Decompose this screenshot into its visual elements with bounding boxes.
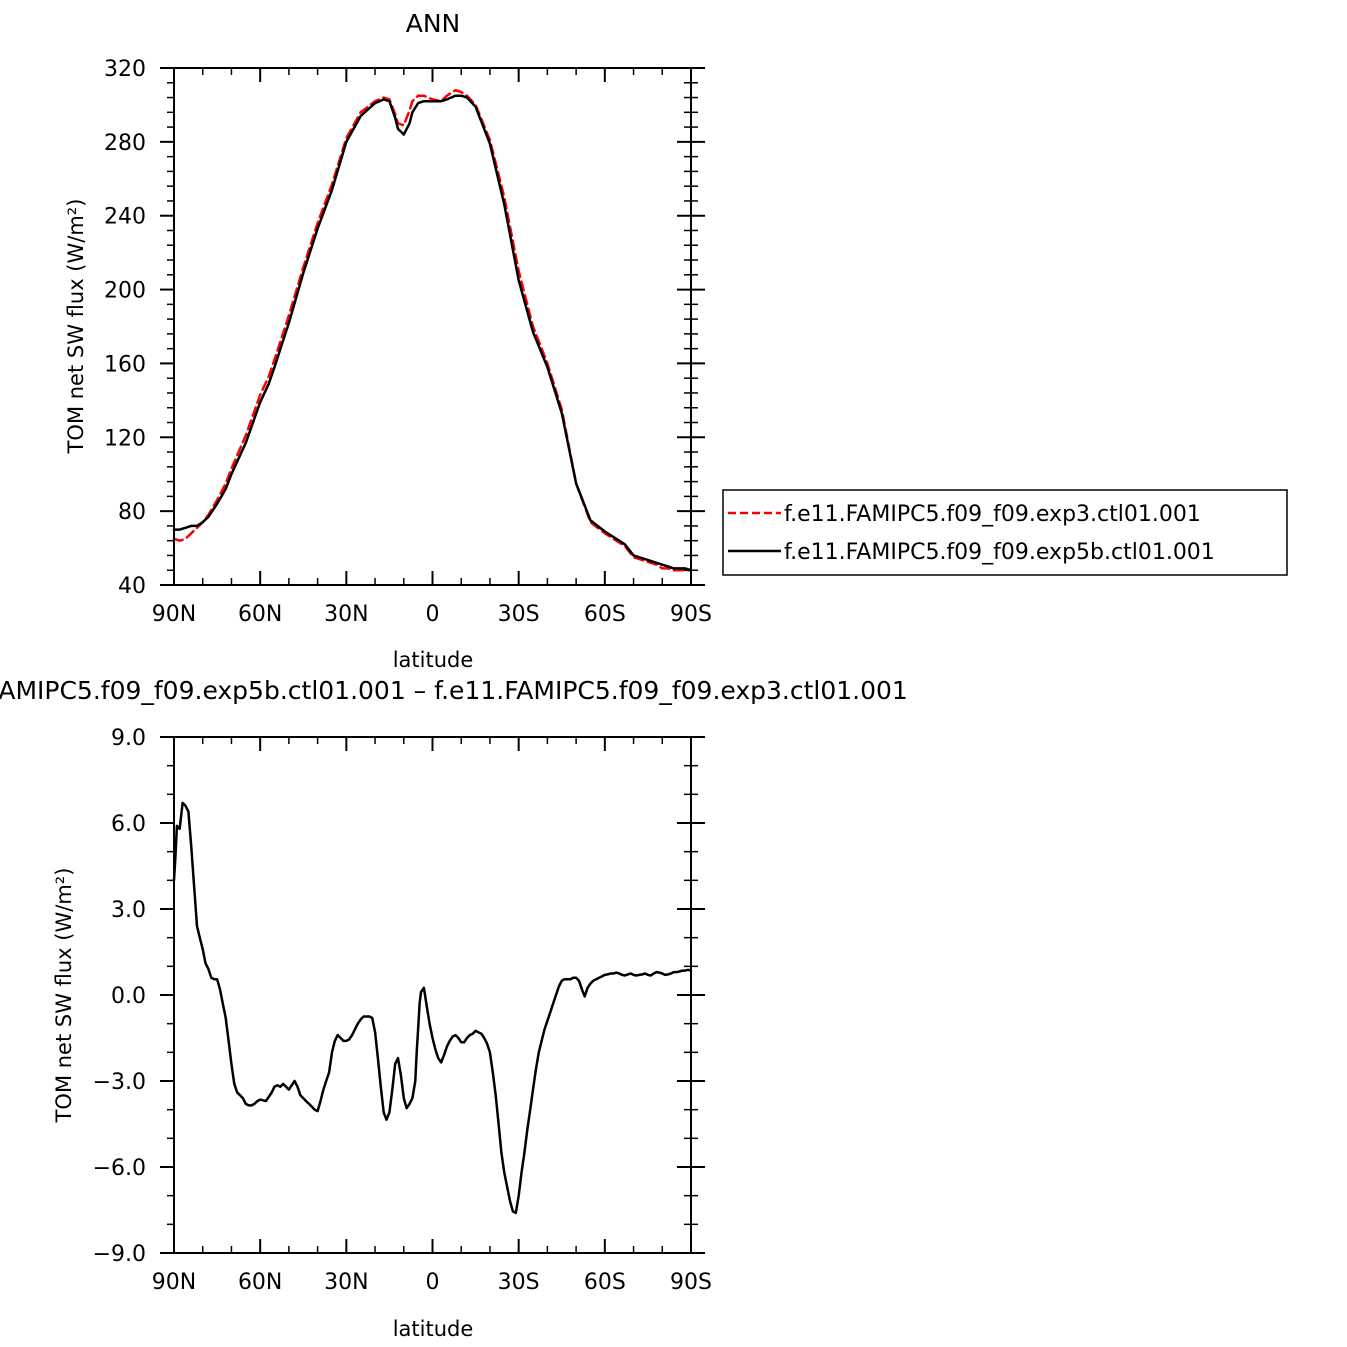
top-xtick-label: 60S — [584, 602, 626, 627]
bottom-xtick-label: 90N — [152, 1270, 196, 1295]
top-panel-ticks: 90N 60N 30N 0 30S 60S 90S 40 80 120 160 200 240 280 32… — [104, 57, 712, 627]
legend-label-exp5b: f.e11.FAMIPC5.f09_f09.exp5b.ctl01.001 — [784, 540, 1215, 565]
top-ytick-label: 120 — [104, 426, 146, 451]
top-ytick-label: 80 — [118, 500, 146, 525]
top-xtick-label: 30N — [324, 602, 368, 627]
top-panel: ANN 90N 60N 30N 0 30S 60S 90S 40 80 120 160 200 240 2… — [64, 9, 712, 672]
bottom-panel-title: f.e11.FAMIPC5.f09_f09.exp5b.ctl01.001 – … — [0, 676, 908, 705]
bottom-ytick-label: 0.0 — [111, 984, 146, 1009]
bottom-ytick-label: 9.0 — [111, 726, 146, 751]
top-panel-series — [172, 88, 693, 572]
bottom-panel-ticks: 90N 60N 30N 0 30S 60S 90S −9.0 −6.0 −3.0 0.0 3.0 6.0… — [93, 726, 712, 1295]
top-series-line-0 — [172, 88, 693, 572]
bottom-series-line-0 — [172, 801, 693, 1215]
legend-label-exp3: f.e11.FAMIPC5.f09_f09.exp3.ctl01.001 — [784, 502, 1201, 527]
bottom-panel-ylabel: TOM net SW flux (W/m²) — [52, 868, 76, 1124]
bottom-xtick-label: 90S — [670, 1270, 712, 1295]
top-ytick-label: 320 — [104, 57, 146, 82]
top-ytick-label: 200 — [104, 279, 146, 304]
top-panel-ylabel: TOM net SW flux (W/m²) — [64, 199, 88, 455]
bottom-panel-frame — [173, 736, 692, 1254]
top-xtick-label: 90S — [670, 602, 712, 627]
bottom-xtick-label: 0 — [426, 1270, 440, 1295]
top-panel-xlabel: latitude — [393, 648, 474, 672]
bottom-panel-series — [172, 801, 693, 1215]
bottom-ytick-label: 3.0 — [111, 898, 146, 923]
bottom-ytick-label: −9.0 — [93, 1242, 146, 1267]
bottom-xtick-label: 60S — [584, 1270, 626, 1295]
top-xtick-label: 60N — [238, 602, 282, 627]
top-xtick-label: 90N — [152, 602, 196, 627]
legend-box — [722, 489, 1288, 576]
top-xtick-label: 30S — [498, 602, 540, 627]
legend: f.e11.FAMIPC5.f09_f09.exp3.ctl01.001 f.e… — [722, 489, 1288, 576]
bottom-ytick-label: 6.0 — [111, 812, 146, 837]
bottom-xtick-label: 30S — [498, 1270, 540, 1295]
top-ytick-label: 40 — [118, 574, 146, 599]
bottom-panel: f.e11.FAMIPC5.f09_f09.exp5b.ctl01.001 – … — [0, 676, 908, 1341]
top-panel-title: ANN — [406, 9, 461, 38]
top-panel-frame — [173, 67, 692, 586]
top-series-line-1 — [172, 94, 693, 572]
bottom-xtick-label: 30N — [324, 1270, 368, 1295]
bottom-xtick-label: 60N — [238, 1270, 282, 1295]
top-ytick-label: 280 — [104, 131, 146, 156]
top-ytick-label: 160 — [104, 352, 146, 377]
top-ytick-label: 240 — [104, 205, 146, 230]
bottom-ytick-label: −3.0 — [93, 1070, 146, 1095]
top-xtick-label: 0 — [426, 602, 440, 627]
bottom-panel-xlabel: latitude — [393, 1317, 474, 1341]
bottom-ytick-label: −6.0 — [93, 1156, 146, 1181]
